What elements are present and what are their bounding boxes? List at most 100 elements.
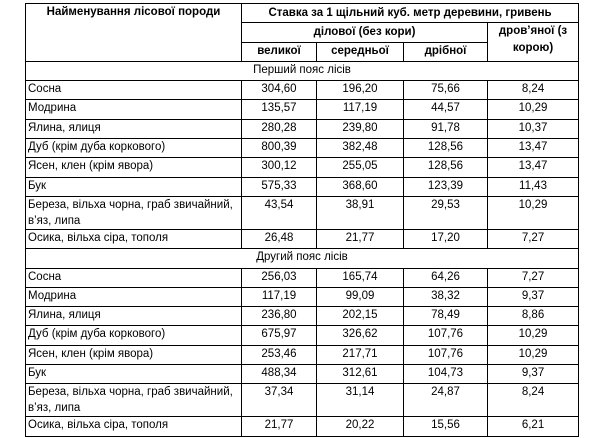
rate-fuel: 7,27 [486,267,580,288]
table-row: Осика, вільха сіра, тополя 21,77 20,22 15,5… [25,416,580,437]
rate-fuel: 10,37 [486,118,580,140]
rate-large: 300,12 [241,157,317,178]
rate-fuel: 6,21 [486,416,580,437]
rate-large: 21,77 [241,416,317,437]
rate-medium: 312,61 [316,364,404,385]
rate-small: 29,53 [403,195,488,230]
table-row: Сосна 304,60 196,20 75,66 8,24 [25,80,580,101]
species-name: Ясен, клен (крім явора) [25,157,242,178]
rate-large: 280,28 [241,118,317,140]
header-rate: Ставка за 1 щільний куб. метр деревини, … [240,2,580,24]
table-row: Береза, вільха чорна, граб звичайний, в’… [25,195,580,230]
species-name: Сосна [25,267,242,288]
species-name: Береза, вільха чорна, граб звичайний, в’… [25,383,242,418]
rate-large: 800,39 [241,138,317,159]
species-name: Осика, вільха сіра, тополя [25,416,242,437]
rate-medium: 382,48 [316,138,404,159]
header-small: дрібної [403,41,488,62]
header-commercial: ділової (без кори) [241,22,488,43]
table-row: Сосна 256,03 165,74 64,26 7,27 [25,267,580,288]
species-name: Дуб (крім дуба коркового) [25,138,242,159]
species-name: Ялина, ялиця [25,118,242,140]
rate-small: 15,56 [403,416,488,437]
species-name: Дуб (крім дуба коркового) [25,325,242,346]
rate-medium: 165,74 [316,267,404,288]
rate-small: 123,39 [403,176,488,197]
rate-medium: 196,20 [316,80,404,101]
table-row: Ясен, клен (крім явора) 253,46 217,71 107,7… [25,344,580,366]
rate-small: 128,56 [403,157,488,178]
section-title: Другий пояс лісів [24,248,580,269]
table-row: Модрина 117,19 99,09 38,32 9,37 [25,286,580,308]
rate-large: 488,34 [241,364,317,385]
rate-medium: 31,14 [316,383,404,418]
rate-medium: 117,19 [316,99,404,120]
table-row: Бук 488,34 312,61 104,73 9,37 [25,364,580,385]
table-row: Ялина, ялиця 280,28 239,80 91,78 10,37 [25,118,580,140]
rate-medium: 21,77 [316,228,404,250]
rate-large: 256,03 [241,267,317,288]
rate-fuel: 8,24 [486,80,580,101]
rate-medium: 38,91 [316,195,404,230]
rate-fuel: 10,29 [486,195,580,230]
rate-small: 91,78 [403,118,488,140]
rate-large: 135,57 [241,99,317,120]
rate-medium: 99,09 [316,286,404,308]
rate-fuel: 13,47 [486,138,580,159]
rate-small: 44,57 [403,99,488,120]
rate-medium: 217,71 [316,344,404,366]
table-row: Ялина, ялиця 236,80 202,15 78,49 8,86 [25,306,580,327]
header-row-3: великої середньої дрібної [26,41,579,62]
species-name: Модрина [25,286,242,308]
rate-small: 75,66 [403,80,488,101]
table-row: Дуб (крім дуба коркового) 800,39 382,48 128… [25,138,580,159]
rate-fuel: 13,47 [486,157,580,178]
rate-fuel: 7,27 [486,228,580,250]
rate-small: 17,20 [403,228,488,250]
rate-small: 78,49 [403,306,488,327]
rate-medium: 202,15 [316,306,404,327]
species-name: Сосна [25,80,242,101]
rate-fuel: 9,37 [486,364,580,385]
header-species: Найменування лісової породи [25,3,242,62]
table-row: Бук 575,33 368,60 123,39 11,43 [25,176,580,197]
species-name: Модрина [25,99,242,120]
species-name: Ялина, ялиця [25,306,242,327]
rate-fuel: 10,29 [486,344,580,366]
rate-fuel: 8,86 [486,306,580,327]
rate-medium: 255,05 [316,157,404,178]
rate-large: 304,60 [241,80,317,101]
rate-fuel: 9,37 [486,286,580,308]
header-medium: середньої [316,41,404,62]
header-row-2: ділової (без кори) дров’яної (з корою) [26,22,580,62]
species-name: Береза, вільха чорна, граб звичайний, в’… [25,195,242,230]
table-row: Модрина 135,57 117,19 44,57 10,29 [25,99,580,120]
section-title: Перший пояс лісів [24,60,580,82]
table-row: Береза, вільха чорна, граб звичайний, в’… [25,383,580,418]
rate-large: 236,80 [241,306,317,327]
rate-medium: 368,60 [316,176,404,197]
rate-large: 26,48 [241,228,317,250]
rate-small: 107,76 [403,344,488,366]
species-name: Ясен, клен (крім явора) [25,344,242,366]
rate-medium: 239,80 [316,118,404,140]
timber-rates-table: Найменування лісової породи Ставка за 1 … [24,2,580,437]
rate-small: 104,73 [403,364,488,385]
rate-medium: 326,62 [316,325,404,346]
rate-large: 675,97 [241,325,317,346]
table-row: Осика, вільха сіра, тополя 26,48 21,77 17,2… [25,228,580,250]
rate-large: 575,33 [241,176,317,197]
rate-fuel: 10,29 [486,99,580,120]
species-name: Бук [25,176,242,197]
rate-fuel: 10,29 [486,325,580,346]
species-name: Бук [25,364,242,385]
rate-small: 38,32 [403,286,488,308]
header-row-1: Найменування лісової породи Ставка за 1 … [25,2,580,62]
table-row: Дуб (крім дуба коркового) 675,97 326,62 107… [25,325,580,346]
rate-small: 24,87 [403,383,488,418]
rate-medium: 20,22 [316,416,404,437]
rate-small: 107,76 [403,325,488,346]
species-name: Осика, вільха сіра, тополя [25,228,242,250]
rate-small: 128,56 [403,138,488,159]
header-large: великої [241,41,317,62]
